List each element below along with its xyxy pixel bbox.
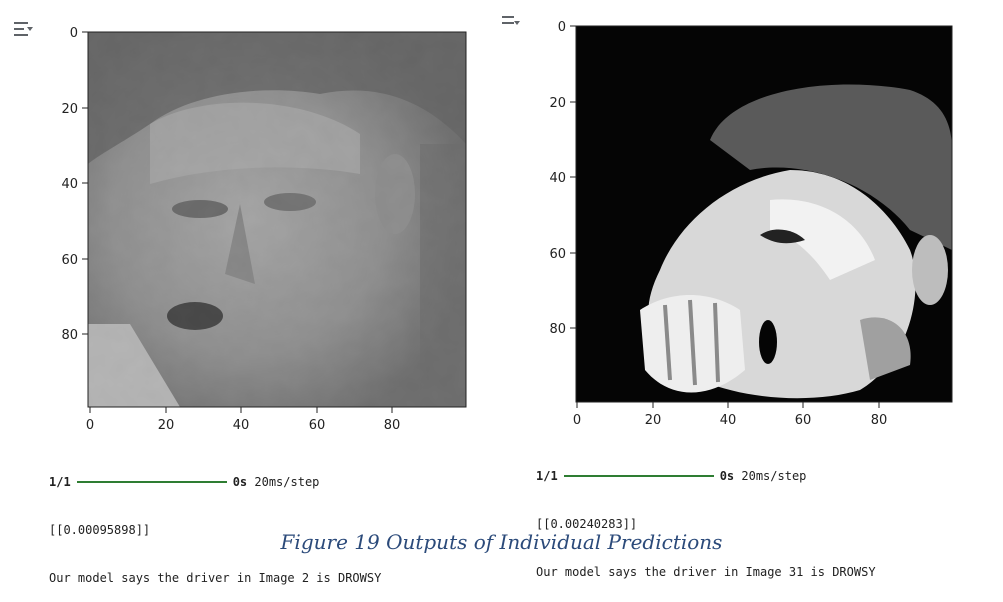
x-tick-label: 40 <box>720 413 737 428</box>
timing-strong: 0s <box>232 475 248 489</box>
face-image-right <box>576 26 952 402</box>
output-collapse-icon-right[interactable] <box>500 14 522 34</box>
face-image-plot-left: 0 20 40 60 80 0 20 40 60 80 <box>40 24 480 444</box>
y-tick-label: 20 <box>549 96 566 111</box>
x-tick-label: 60 <box>795 413 812 428</box>
progress-label: 1/1 <box>536 469 558 483</box>
y-tick-label: 0 <box>558 20 566 35</box>
prediction-message: Our model says the driver in Image 2 is … <box>49 571 382 585</box>
progress-label: 1/1 <box>49 475 71 489</box>
timing-rest: 20ms/step <box>254 475 320 489</box>
cell-output-left: 1/1 0s 20ms/step [[0.00095898]] Our mode… <box>49 442 381 602</box>
y-tick-label: 40 <box>549 171 566 186</box>
y-axis-right: 0 20 40 60 80 <box>549 20 576 337</box>
progress-bar <box>76 481 227 483</box>
output-collapse-icon[interactable] <box>12 20 34 42</box>
face-image-plot-right: 0 20 40 60 80 0 20 40 60 80 <box>530 20 970 440</box>
x-tick-label: 80 <box>384 418 401 433</box>
prediction-value: [[0.00240283]] <box>536 517 638 531</box>
face-image-left <box>88 32 466 407</box>
y-tick-label: 80 <box>61 328 78 343</box>
progress-line: 1/1 0s 20ms/step <box>536 468 876 484</box>
x-tick-label: 60 <box>309 418 326 433</box>
x-tick-label: 40 <box>233 418 250 433</box>
x-axis-right: 0 20 40 60 80 <box>573 402 887 428</box>
x-tick-label: 0 <box>86 418 94 433</box>
y-tick-label: 60 <box>61 253 78 268</box>
figure-caption: Figure 19 Outputs of Individual Predicti… <box>280 530 723 554</box>
cell-output-right: 1/1 0s 20ms/step [[0.00240283]] Our mode… <box>536 436 876 596</box>
x-axis-left: 0 20 40 60 80 <box>86 407 400 433</box>
y-tick-label: 20 <box>61 102 78 117</box>
prediction-message: Our model says the driver in Image 31 is… <box>536 565 876 579</box>
y-tick-label: 80 <box>549 322 566 337</box>
x-tick-label: 20 <box>645 413 662 428</box>
prediction-value: [[0.00095898]] <box>49 523 151 537</box>
timing-rest: 20ms/step <box>741 469 807 483</box>
x-tick-label: 0 <box>573 413 581 428</box>
y-tick-label: 60 <box>549 247 566 262</box>
y-axis-left: 0 20 40 60 80 <box>61 26 88 343</box>
progress-bar <box>563 475 714 477</box>
x-tick-label: 20 <box>158 418 175 433</box>
y-tick-label: 0 <box>70 26 78 41</box>
x-tick-label: 80 <box>871 413 888 428</box>
progress-line: 1/1 0s 20ms/step <box>49 474 381 490</box>
timing-strong: 0s <box>719 469 735 483</box>
y-tick-label: 40 <box>61 177 78 192</box>
